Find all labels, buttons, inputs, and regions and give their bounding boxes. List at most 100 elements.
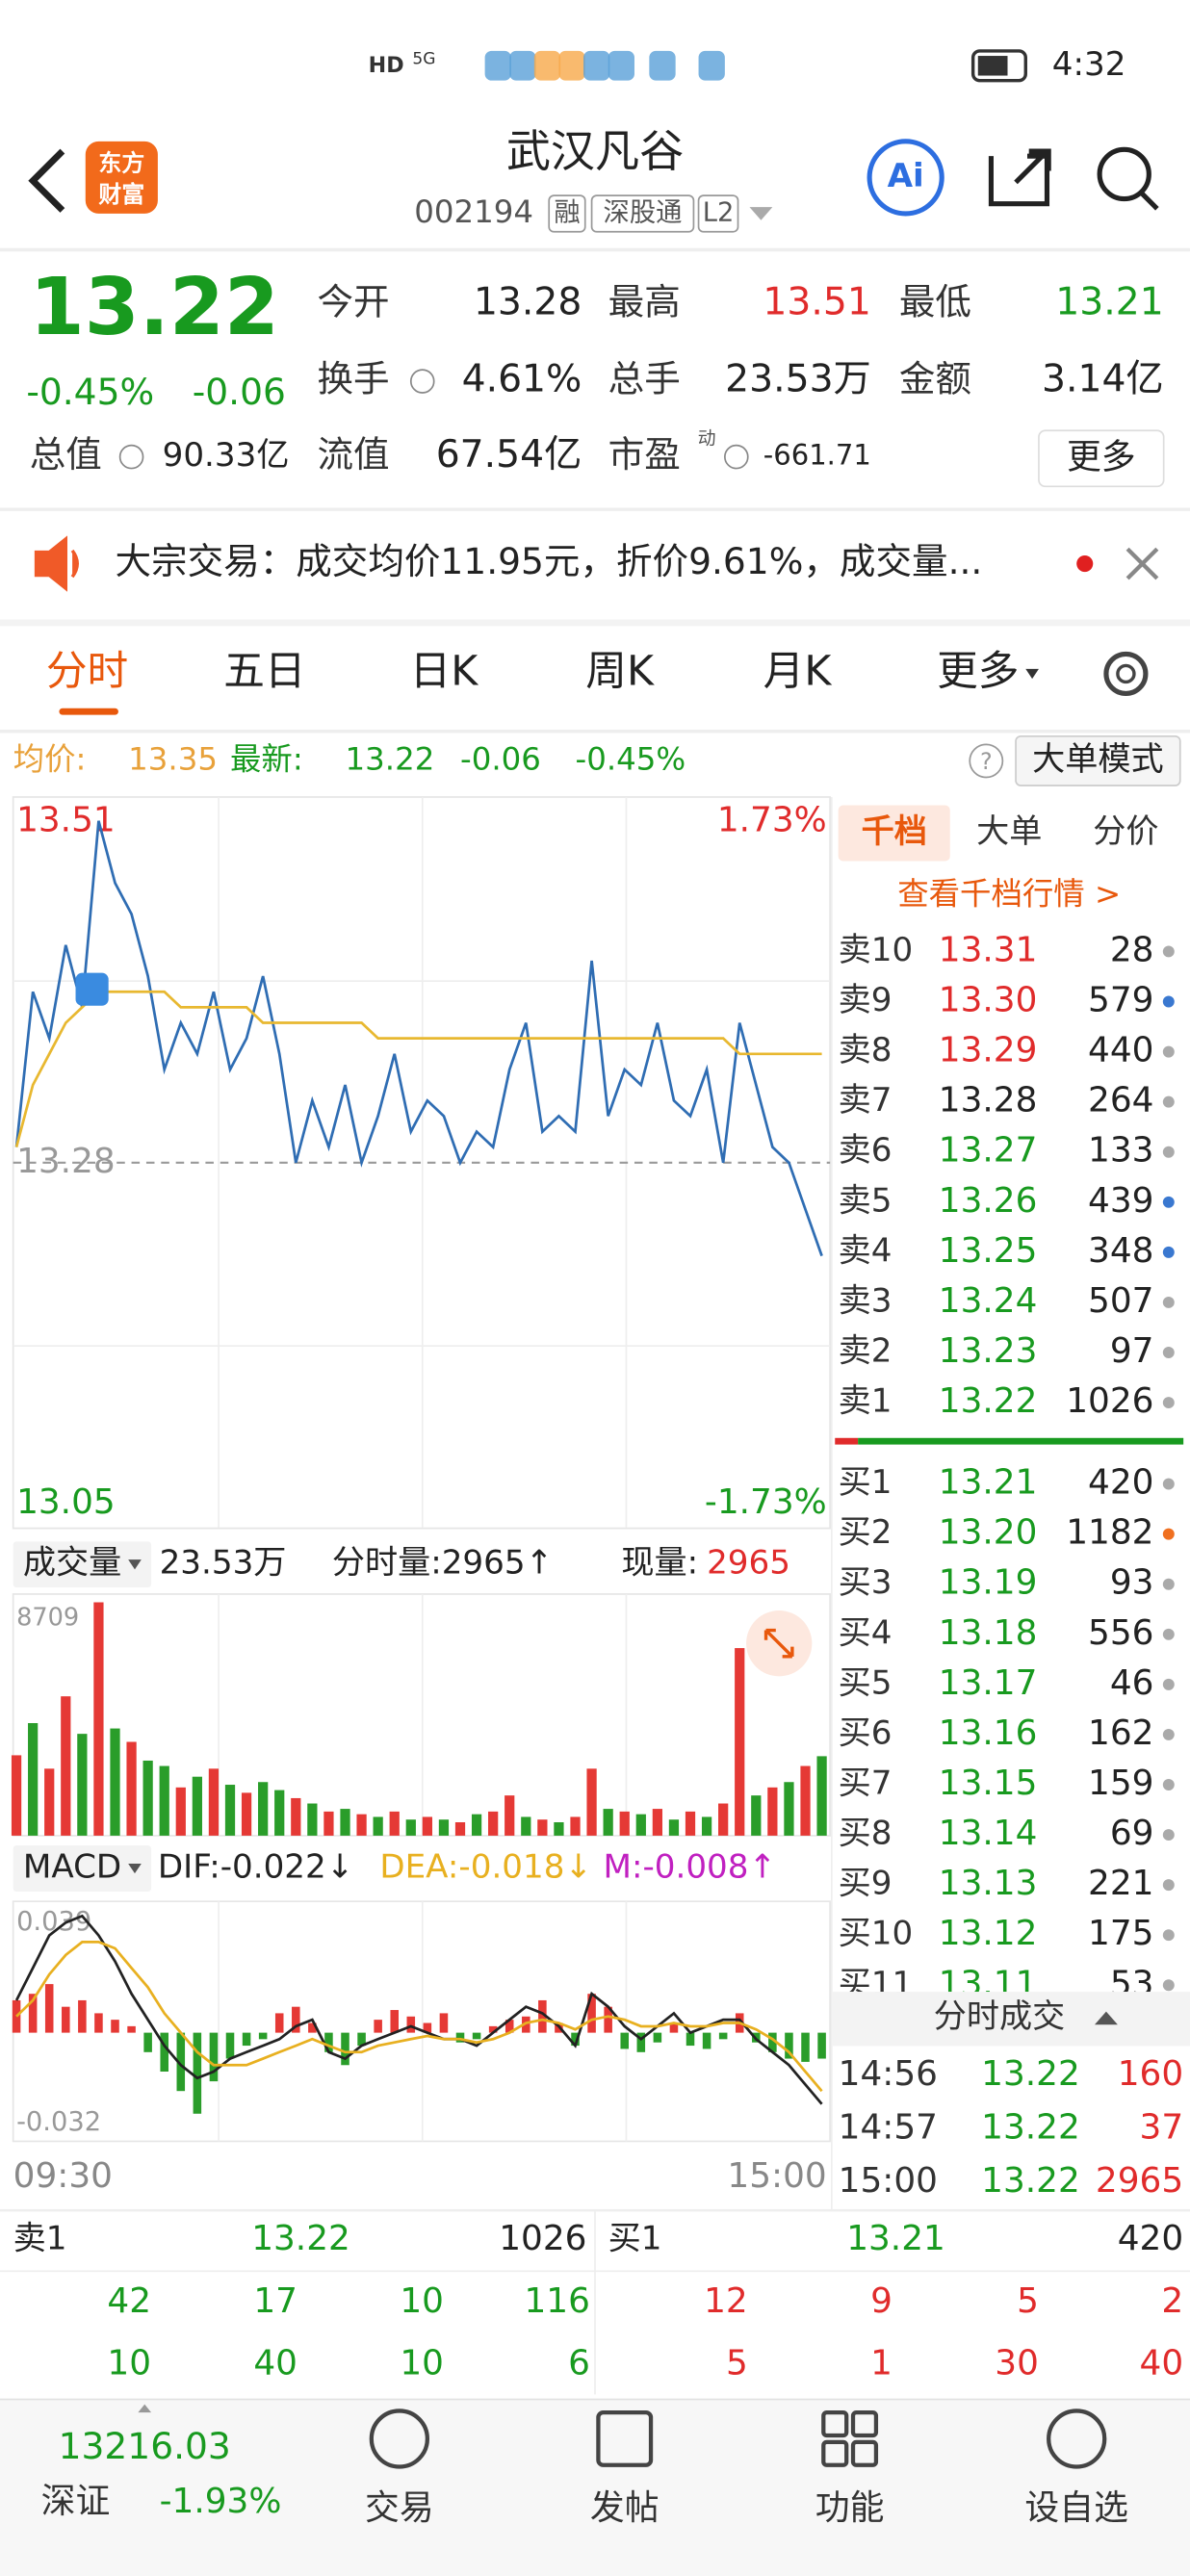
book-tab-active[interactable] <box>838 805 950 862</box>
macd-bar <box>62 2006 70 2033</box>
book-dot <box>1162 1528 1175 1540</box>
volume-bar <box>307 1803 318 1836</box>
tab[interactable]: 月K <box>763 647 833 695</box>
macd-bar <box>341 2032 349 2066</box>
nav-icon <box>850 2439 879 2467</box>
stock-code: 002194 <box>414 193 533 230</box>
book-side: 卖8 <box>839 1031 892 1069</box>
macd-bar <box>28 1994 38 2033</box>
index-value[interactable]: 13216.03 <box>59 2425 231 2467</box>
macd-selector[interactable] <box>13 1845 152 1892</box>
macd-bar <box>242 2032 251 2047</box>
volume-bar <box>619 1811 630 1836</box>
more-text: 更多 <box>1067 437 1136 477</box>
book-tab[interactable]: 大单 <box>976 812 1042 851</box>
trade-volume: 37 <box>1140 2108 1184 2148</box>
x-tick-label: 09:30 <box>13 2156 113 2196</box>
volume-bar <box>175 1787 186 1836</box>
queue-size: 10 <box>107 2344 151 2383</box>
field-value: 90.33亿 <box>163 436 290 475</box>
book-price: 13.23 <box>939 1331 1038 1371</box>
back-button[interactable] <box>28 148 65 213</box>
queue-size: 2 <box>1161 2281 1183 2321</box>
book-side: 卖6 <box>839 1131 892 1170</box>
volume-bar <box>586 1768 597 1836</box>
nav-label[interactable]: 设自选 <box>1024 2488 1128 2528</box>
book-dot <box>1162 1879 1175 1892</box>
field-label: 总值 <box>30 433 102 476</box>
book-side: 卖9 <box>839 981 892 1019</box>
tab[interactable]: 更多 <box>937 647 1019 695</box>
volume-bar <box>258 1782 269 1836</box>
status-icon <box>558 50 585 81</box>
book-price: 13.20 <box>939 1513 1038 1553</box>
tab[interactable]: 周K <box>585 647 655 695</box>
volume-bar <box>800 1765 811 1836</box>
volume-bar <box>44 1768 55 1836</box>
book-side: 买2 <box>839 1513 892 1552</box>
volume-bar <box>340 1809 350 1836</box>
book-dot <box>1162 1929 1175 1942</box>
field-label: 换手 <box>317 358 389 400</box>
book-tab[interactable]: 分价 <box>1093 812 1158 851</box>
ai-button[interactable] <box>867 139 944 217</box>
trades-header[interactable] <box>831 1992 1190 2047</box>
book-volume: 507 <box>1088 1281 1153 1321</box>
queue-size: 1 <box>870 2344 892 2383</box>
book-dot <box>1162 945 1175 958</box>
macd-bar <box>176 2032 186 2092</box>
macd-bar <box>193 2032 202 2114</box>
book-dot <box>1162 1728 1175 1740</box>
tab[interactable]: 分时 <box>46 647 128 695</box>
avg-price: 13.35 <box>128 740 218 777</box>
book-side: 卖4 <box>839 1231 892 1270</box>
unread-dot <box>1076 555 1094 573</box>
mode-button[interactable] <box>1015 734 1181 786</box>
series-line <box>14 990 822 1147</box>
volume-bar <box>208 1768 220 1836</box>
book-link[interactable]: 查看千档行情 > <box>897 875 1121 912</box>
level1-price: 13.22 <box>251 2219 350 2258</box>
tab[interactable]: 日K <box>410 647 479 695</box>
macd-bar <box>504 2020 514 2033</box>
book-tab[interactable]: 千档 <box>862 812 927 851</box>
field-label: 总手 <box>608 358 681 400</box>
tab[interactable]: 五日 <box>223 647 305 695</box>
field-value: 23.53万 <box>725 358 871 401</box>
close-button[interactable] <box>1125 547 1159 580</box>
queue-size: 116 <box>524 2281 589 2321</box>
search-handle <box>1138 190 1159 211</box>
search-button[interactable] <box>1097 146 1151 202</box>
book-side: 卖7 <box>839 1081 892 1120</box>
y-tick-label: 13.51 <box>16 801 116 840</box>
book-price: 13.18 <box>939 1613 1038 1653</box>
macd-bar <box>357 2032 366 2047</box>
volume-title: 成交量 <box>23 1544 121 1583</box>
share-button[interactable] <box>988 148 1051 207</box>
volume-bar <box>685 1811 696 1836</box>
notice-text[interactable]: 大宗交易：成交均价11.95元，折价9.61%，成交量... <box>116 540 983 582</box>
book-volume: 556 <box>1088 1613 1153 1653</box>
field-label: 今开 <box>317 280 389 322</box>
volume-selector[interactable] <box>13 1541 152 1588</box>
field-label: 市盈 <box>608 433 681 476</box>
macd-bar <box>702 2032 711 2049</box>
speaker <box>34 535 79 592</box>
macd-bar <box>785 2032 793 2059</box>
macd-bar <box>324 2032 333 2052</box>
macd-bar <box>817 2032 826 2059</box>
clock: 4:32 <box>1052 45 1126 84</box>
nav-label[interactable]: 发帖 <box>590 2488 660 2528</box>
summary-change-pct: -0.45% <box>576 740 686 777</box>
nav-label[interactable]: 功能 <box>815 2488 885 2528</box>
settings[interactable] <box>1103 651 1149 696</box>
macd-bar <box>669 2022 679 2033</box>
more-button[interactable] <box>1038 429 1165 488</box>
macd-bar <box>225 2032 235 2059</box>
caret-up <box>1094 2011 1118 2025</box>
book-side: 卖1 <box>839 1382 892 1421</box>
nav-label[interactable]: 交易 <box>365 2488 434 2528</box>
y-tick-label: 8709 <box>16 1604 79 1633</box>
macd-bar <box>768 2032 777 2052</box>
field-value: 4.61% <box>462 358 582 401</box>
